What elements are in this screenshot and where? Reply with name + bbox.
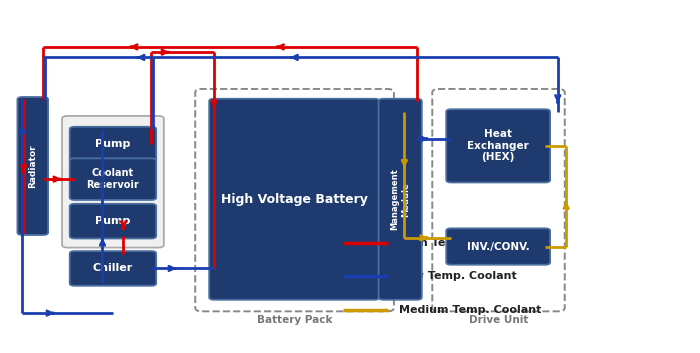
FancyBboxPatch shape xyxy=(70,251,156,286)
Text: Heat
Exchanger
(HEX): Heat Exchanger (HEX) xyxy=(468,129,529,162)
FancyBboxPatch shape xyxy=(70,204,156,239)
Text: Medium Temp. Coolant: Medium Temp. Coolant xyxy=(399,305,541,315)
Text: High Voltage Battery: High Voltage Battery xyxy=(220,193,368,206)
Text: INV./CONV.: INV./CONV. xyxy=(467,241,529,252)
Text: Coolant
Reservoir: Coolant Reservoir xyxy=(87,168,139,190)
Text: High Temp. Coolant: High Temp. Coolant xyxy=(399,238,520,248)
Text: Chiller: Chiller xyxy=(93,263,133,274)
FancyBboxPatch shape xyxy=(446,228,550,265)
Text: Management
Module: Management Module xyxy=(391,168,410,230)
Text: Low Temp. Coolant: Low Temp. Coolant xyxy=(399,271,517,281)
Text: Pump: Pump xyxy=(95,216,131,226)
Text: Drive Unit: Drive Unit xyxy=(469,315,528,325)
FancyBboxPatch shape xyxy=(62,116,164,247)
Text: Battery Pack: Battery Pack xyxy=(257,315,332,325)
FancyBboxPatch shape xyxy=(209,99,379,300)
FancyBboxPatch shape xyxy=(70,127,156,161)
FancyBboxPatch shape xyxy=(70,158,156,200)
FancyBboxPatch shape xyxy=(18,97,48,235)
Text: Radiator: Radiator xyxy=(28,144,37,188)
FancyBboxPatch shape xyxy=(446,109,550,183)
Text: Pump: Pump xyxy=(95,139,131,149)
FancyBboxPatch shape xyxy=(379,99,422,300)
